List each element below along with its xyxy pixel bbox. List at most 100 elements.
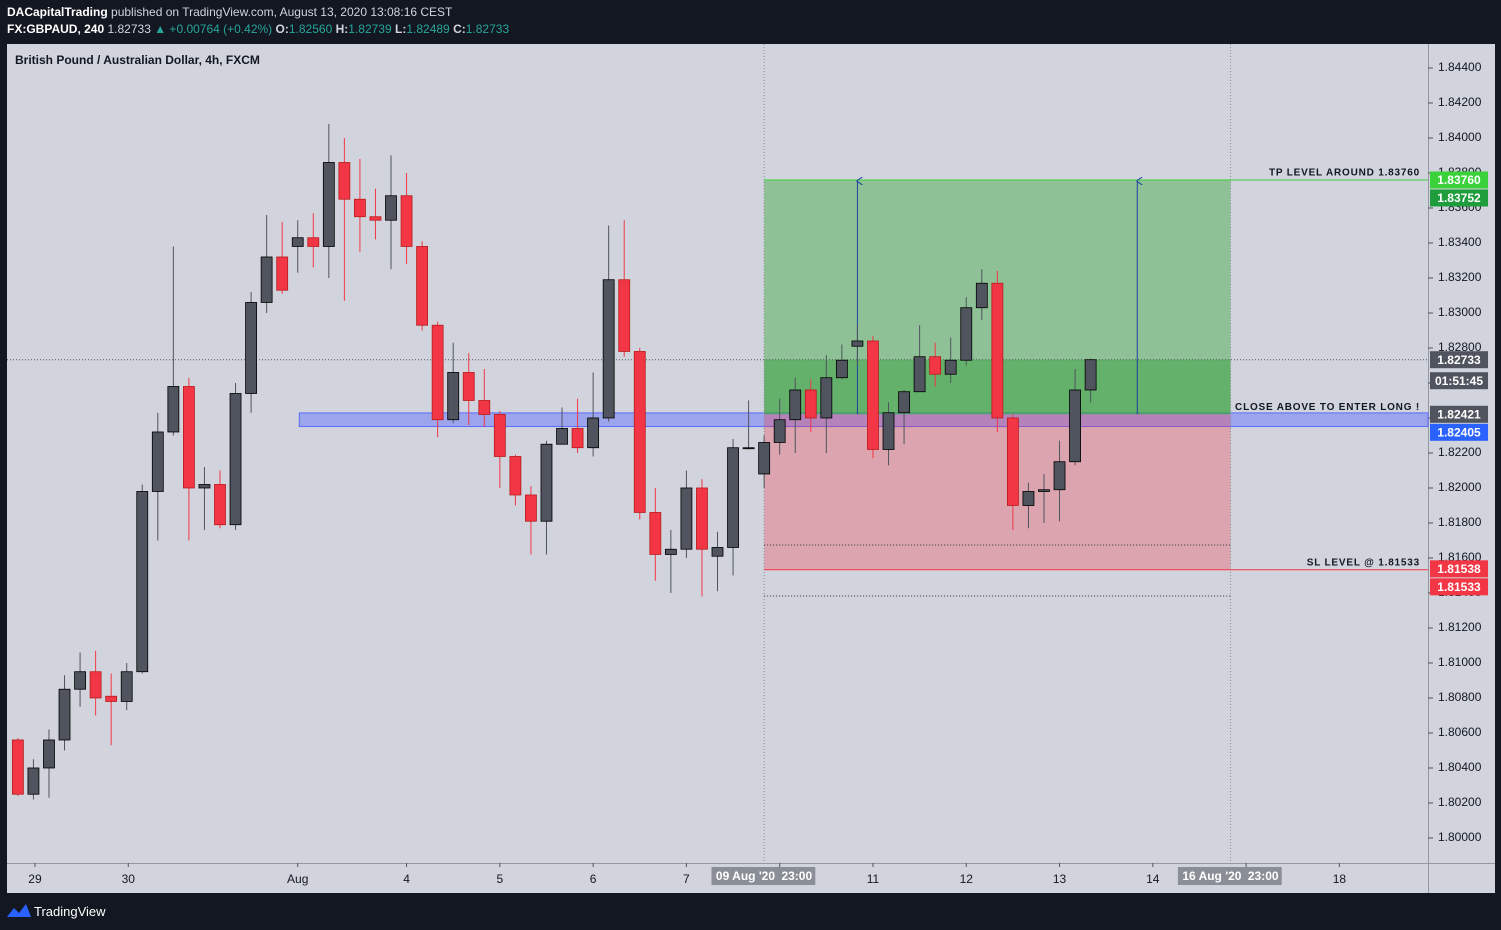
- price-tag-label: 1.83752: [1437, 191, 1481, 205]
- ohlc: O:1.82560 H:1.82739 L:1.82489 C:1.82733: [276, 22, 510, 36]
- candle-body: [711, 547, 724, 557]
- y-tick-label: 1.82800: [1438, 340, 1482, 354]
- candle-body: [462, 372, 475, 401]
- candle-body: [991, 282, 1004, 419]
- header: DACapitalTrading published on TradingVie…: [0, 0, 1501, 44]
- price-tag: [1430, 351, 1488, 369]
- candle-body: [400, 195, 413, 247]
- candle-body: [276, 256, 289, 291]
- price-tag-label: 1.82421: [1437, 407, 1481, 421]
- candle-body: [960, 307, 973, 361]
- x-marker-box: [711, 867, 780, 885]
- ohlc-value: 1.82489: [406, 22, 450, 36]
- x-marker-label: 23:00: [781, 869, 812, 883]
- x-tick-label: 29: [28, 872, 42, 886]
- price-tag-label: 1.81533: [1437, 580, 1481, 594]
- candle-body: [1069, 389, 1081, 463]
- candle-body: [338, 162, 351, 200]
- candle-body: [416, 246, 429, 326]
- candle-body: [105, 695, 118, 702]
- candle-body: [245, 302, 257, 394]
- ohlc-value: 1.82739: [348, 22, 392, 36]
- x-marker-label: 23:00: [1248, 869, 1279, 883]
- candle-body: [354, 198, 366, 218]
- annotation: TP LEVEL AROUND 1.83760: [1269, 168, 1420, 179]
- x-tick-label: 18: [1333, 872, 1347, 886]
- ohlc-key: C:: [453, 22, 466, 36]
- candle-body: [1053, 461, 1066, 491]
- price-tag-label: 1.82405: [1437, 425, 1481, 439]
- publish-line: DACapitalTrading published on TradingVie…: [7, 5, 452, 19]
- candle-body: [540, 443, 553, 522]
- author: DACapitalTrading: [7, 5, 108, 19]
- loss-zone: [764, 414, 1231, 570]
- y-tick-label: 1.81800: [1438, 515, 1482, 529]
- y-tick-label: 1.83200: [1438, 270, 1482, 284]
- ohlc-value: 1.82560: [288, 22, 333, 36]
- chart-title: British Pound / Australian Dollar, 4h, F…: [15, 53, 260, 67]
- price-tag: [1430, 578, 1488, 596]
- symbol: FX:GBPAUD, 240: [7, 22, 105, 36]
- candle-body: [835, 359, 848, 379]
- annotation: CLOSE ABOVE TO ENTER LONG !: [1235, 402, 1420, 413]
- candle-body: [27, 767, 40, 795]
- candle-body: [1006, 417, 1019, 506]
- candle-body: [198, 484, 211, 489]
- y-tick-label: 1.82000: [1438, 480, 1482, 494]
- candle-body: [43, 739, 55, 769]
- x-tick-label: 4: [403, 872, 410, 886]
- candle-body: [742, 447, 755, 450]
- y-tick-label: 1.80400: [1438, 760, 1482, 774]
- candle-body: [11, 739, 24, 795]
- annotation: SL LEVEL @ 1.81533: [1307, 557, 1420, 568]
- candle-body: [571, 428, 584, 449]
- candle-body: [307, 237, 320, 247]
- candle-body: [74, 671, 86, 690]
- candle-body: [229, 393, 242, 526]
- candle-body: [602, 279, 615, 419]
- candle-body: [975, 282, 988, 309]
- y-tick-label: 1.84200: [1438, 95, 1482, 109]
- price-tag-label: 1.82733: [1437, 353, 1481, 367]
- candle-body: [618, 279, 631, 352]
- y-tick-label: 1.83400: [1438, 235, 1482, 249]
- x-marker-label: 16 Aug '20: [1182, 869, 1241, 883]
- candle-body: [509, 456, 522, 496]
- x-marker-box: [1177, 867, 1246, 885]
- candle-body: [167, 386, 180, 433]
- y-tick-label: 1.80800: [1438, 690, 1482, 704]
- candle-body: [322, 162, 335, 247]
- price-tag-label: 1.81538: [1437, 562, 1481, 576]
- candle-body: [291, 237, 304, 247]
- candle-body: [867, 340, 879, 450]
- quote-line: FX:GBPAUD, 240 1.82733 ▲ +0.00764 (+0.42…: [7, 22, 509, 36]
- y-tick-label: 1.80200: [1438, 795, 1482, 809]
- candle-body: [789, 389, 802, 421]
- chart-background: [7, 44, 1495, 893]
- candle-body: [1038, 489, 1050, 492]
- price-tag: [1430, 560, 1488, 578]
- candle-body: [664, 548, 677, 555]
- candle-body: [851, 340, 864, 347]
- x-tick-label: 14: [1146, 872, 1160, 886]
- logo: [7, 904, 31, 917]
- candle-body: [525, 494, 537, 522]
- published: published on TradingView.com, August 13,…: [111, 5, 453, 19]
- candle-body: [214, 484, 226, 526]
- ohlc-key: L:: [395, 22, 407, 36]
- y-tick-label: 1.80000: [1438, 830, 1482, 844]
- candle-body: [929, 356, 942, 375]
- y-tick-label: 1.80600: [1438, 725, 1482, 739]
- ohlc-key: H:: [335, 22, 349, 36]
- candle-body: [898, 391, 910, 414]
- price-tag: [1430, 171, 1488, 189]
- y-tick-label: 1.81200: [1438, 620, 1482, 634]
- brand: TradingView: [34, 904, 106, 919]
- x-tick-label: 30: [122, 872, 136, 886]
- candle-body: [758, 442, 771, 475]
- candle-body: [727, 447, 739, 548]
- candle-body: [447, 372, 460, 421]
- candle-body: [556, 428, 568, 445]
- price-tag: [1430, 405, 1488, 423]
